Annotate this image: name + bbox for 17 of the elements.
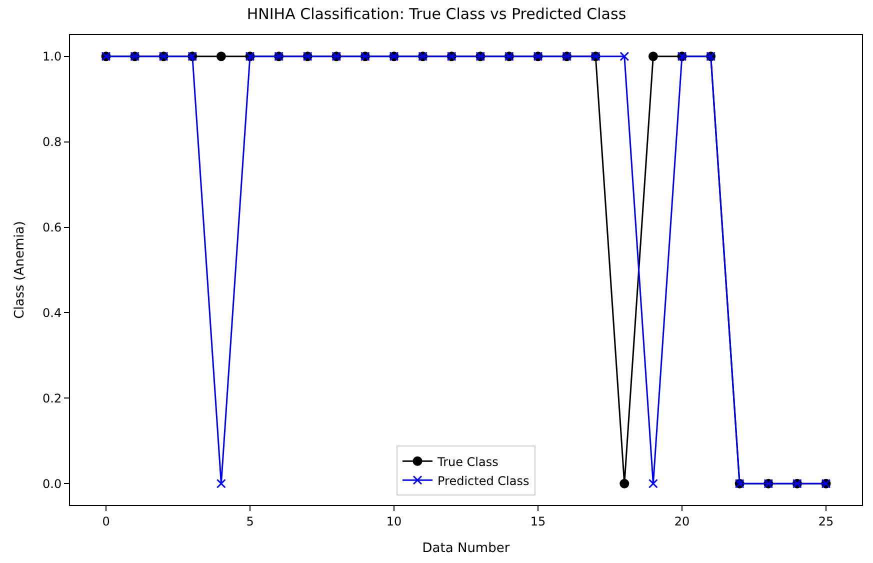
x-axis-title: Data Number [422, 541, 510, 556]
y-tick-label: 1.0 [42, 50, 62, 64]
legend-label: Predicted Class [438, 474, 530, 488]
y-tick-label: 0.6 [42, 220, 62, 234]
legend-label: True Class [436, 454, 498, 469]
y-tick-label: 0.0 [42, 476, 62, 491]
x-tick-label: 20 [674, 514, 690, 528]
x-tick-label: 15 [530, 514, 546, 528]
y-tick-label: 0.4 [42, 306, 62, 320]
y-tick-label: 0.8 [42, 135, 62, 150]
x-tick-label: 5 [246, 514, 254, 528]
y-tick-label: 0.2 [42, 391, 62, 406]
x-tick-label: 10 [386, 514, 402, 528]
x-tick-label: 25 [818, 514, 834, 528]
y-axis-title: Class (Anemia) [12, 221, 28, 319]
chart-title: HNIHA Classification: True Class vs Predicted Class [246, 4, 626, 23]
x-tick-label: 0 [102, 514, 110, 528]
